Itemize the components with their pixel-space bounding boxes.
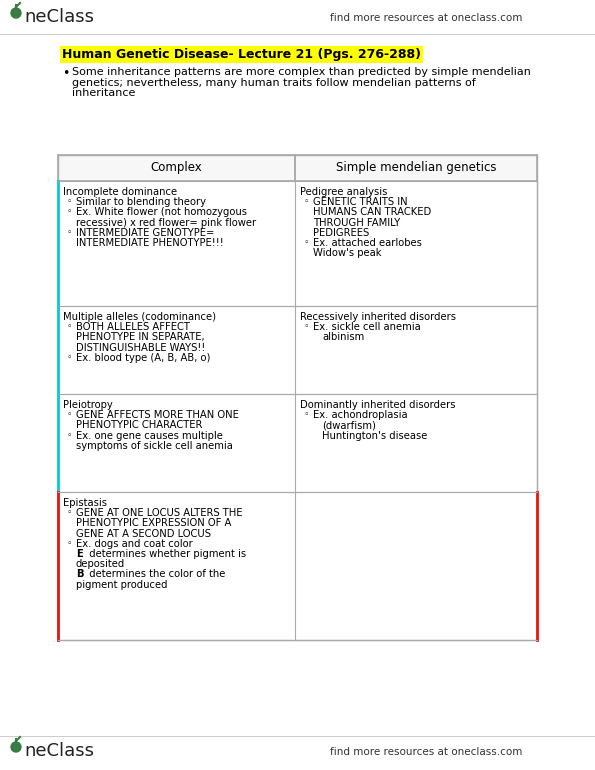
Text: ◦: ◦ bbox=[67, 430, 73, 440]
Bar bbox=[58, 394, 537, 492]
Bar bbox=[58, 181, 537, 306]
Text: •: • bbox=[62, 67, 70, 80]
Text: INTERMEDIATE PHENOTYPE!!!: INTERMEDIATE PHENOTYPE!!! bbox=[76, 238, 224, 248]
Text: GENETIC TRAITS IN: GENETIC TRAITS IN bbox=[313, 197, 408, 207]
Bar bbox=[58, 155, 537, 181]
Text: HUMANS CAN TRACKED: HUMANS CAN TRACKED bbox=[313, 207, 431, 217]
Text: DISTINGUISHABLE WAYS!!: DISTINGUISHABLE WAYS!! bbox=[76, 343, 205, 353]
Text: GENE AT ONE LOCUS ALTERS THE: GENE AT ONE LOCUS ALTERS THE bbox=[76, 508, 243, 518]
Text: GENE AFFECTS MORE THAN ONE: GENE AFFECTS MORE THAN ONE bbox=[76, 410, 239, 420]
Text: PHENOTYPIC EXPRESSION OF A: PHENOTYPIC EXPRESSION OF A bbox=[76, 518, 231, 528]
Text: ◦: ◦ bbox=[67, 322, 73, 331]
Text: Ex. dogs and coat color: Ex. dogs and coat color bbox=[76, 539, 193, 549]
Text: B: B bbox=[76, 569, 83, 579]
Text: Widow's peak: Widow's peak bbox=[313, 248, 381, 258]
Text: Ex. White flower (not homozygous: Ex. White flower (not homozygous bbox=[76, 207, 247, 217]
Text: Similar to blending theory: Similar to blending theory bbox=[76, 197, 206, 207]
Text: find more resources at oneclass.com: find more resources at oneclass.com bbox=[330, 13, 522, 23]
Text: ◦: ◦ bbox=[67, 353, 73, 362]
Text: Huntington's disease: Huntington's disease bbox=[322, 430, 427, 440]
Text: Epistasis: Epistasis bbox=[63, 498, 107, 508]
Text: BOTH ALLELES AFFECT: BOTH ALLELES AFFECT bbox=[76, 322, 190, 332]
Text: ◦: ◦ bbox=[304, 410, 309, 419]
Text: PHENOTYPE IN SEPARATE,: PHENOTYPE IN SEPARATE, bbox=[76, 333, 205, 343]
Text: Pedigree analysis: Pedigree analysis bbox=[300, 187, 387, 197]
Text: inheritance: inheritance bbox=[72, 88, 136, 98]
Text: Dominantly inherited disorders: Dominantly inherited disorders bbox=[300, 400, 456, 410]
Text: determines whether pigment is: determines whether pigment is bbox=[83, 549, 246, 559]
Text: Ex. blood type (A, B, AB, o): Ex. blood type (A, B, AB, o) bbox=[76, 353, 211, 363]
Bar bbox=[58, 306, 537, 394]
Text: find more resources at oneclass.com: find more resources at oneclass.com bbox=[330, 747, 522, 757]
Text: pigment produced: pigment produced bbox=[76, 580, 168, 590]
Text: determines the color of the: determines the color of the bbox=[83, 569, 226, 579]
Text: PHENOTYPIC CHARACTER: PHENOTYPIC CHARACTER bbox=[76, 420, 202, 430]
Text: ◦: ◦ bbox=[67, 410, 73, 419]
Text: Ex. achondroplasia: Ex. achondroplasia bbox=[313, 410, 408, 420]
Text: Simple mendelian genetics: Simple mendelian genetics bbox=[336, 162, 496, 175]
Text: Incomplete dominance: Incomplete dominance bbox=[63, 187, 177, 197]
Text: symptoms of sickle cell anemia: symptoms of sickle cell anemia bbox=[76, 440, 233, 450]
Text: Pleiotropy: Pleiotropy bbox=[63, 400, 112, 410]
Text: Ex. attached earlobes: Ex. attached earlobes bbox=[313, 238, 422, 248]
Bar bbox=[58, 155, 537, 640]
Text: ◦: ◦ bbox=[67, 228, 73, 237]
Text: ◦: ◦ bbox=[67, 207, 73, 216]
Text: albinism: albinism bbox=[322, 333, 364, 343]
Text: neClass: neClass bbox=[24, 742, 94, 760]
Circle shape bbox=[11, 8, 21, 18]
Text: ◦: ◦ bbox=[67, 539, 73, 547]
Text: Complex: Complex bbox=[151, 162, 202, 175]
Text: Ex. one gene causes multiple: Ex. one gene causes multiple bbox=[76, 430, 223, 440]
Text: ◦: ◦ bbox=[304, 238, 309, 247]
Text: deposited: deposited bbox=[76, 559, 126, 569]
Text: ◦: ◦ bbox=[304, 197, 309, 206]
Text: Human Genetic Disease- Lecture 21 (Pgs. 276-288): Human Genetic Disease- Lecture 21 (Pgs. … bbox=[62, 48, 421, 61]
Bar bbox=[58, 492, 537, 640]
Text: Some inheritance patterns are more complex than predicted by simple mendelian: Some inheritance patterns are more compl… bbox=[72, 67, 531, 77]
Text: (dwarfism): (dwarfism) bbox=[322, 420, 376, 430]
Text: ◦: ◦ bbox=[67, 508, 73, 517]
Circle shape bbox=[11, 742, 21, 752]
Text: E: E bbox=[76, 549, 83, 559]
Text: GENE AT A SECOND LOCUS: GENE AT A SECOND LOCUS bbox=[76, 528, 211, 538]
Text: neClass: neClass bbox=[24, 8, 94, 26]
Text: Ex. sickle cell anemia: Ex. sickle cell anemia bbox=[313, 322, 421, 332]
Text: ◦: ◦ bbox=[67, 197, 73, 206]
Text: Multiple alleles (codominance): Multiple alleles (codominance) bbox=[63, 312, 216, 322]
Text: THROUGH FAMILY: THROUGH FAMILY bbox=[313, 218, 400, 228]
Text: INTERMEDIATE GENOTYPE=: INTERMEDIATE GENOTYPE= bbox=[76, 228, 214, 238]
Text: genetics; nevertheless, many human traits follow mendelian patterns of: genetics; nevertheless, many human trait… bbox=[72, 78, 476, 88]
Text: recessive) x red flower= pink flower: recessive) x red flower= pink flower bbox=[76, 218, 256, 228]
Text: PEDIGREES: PEDIGREES bbox=[313, 228, 369, 238]
Text: Recessively inherited disorders: Recessively inherited disorders bbox=[300, 312, 456, 322]
Text: ◦: ◦ bbox=[304, 322, 309, 331]
